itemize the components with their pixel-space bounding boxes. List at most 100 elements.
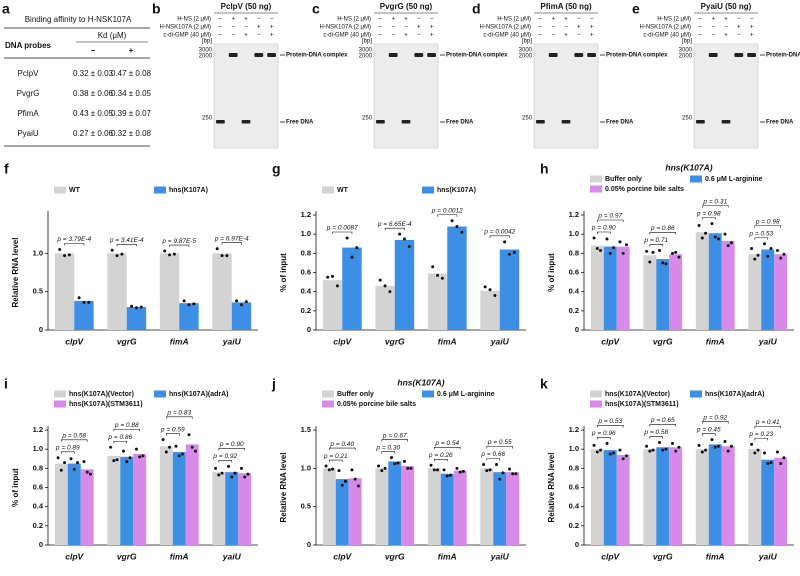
data-point <box>445 474 449 478</box>
gel-sign: + <box>257 25 261 31</box>
gel-band <box>696 120 705 124</box>
p-bracket <box>486 458 501 461</box>
p-bracket <box>64 243 85 246</box>
data-point <box>326 275 330 279</box>
gel-band <box>548 53 558 57</box>
data-point <box>227 464 231 468</box>
data-point <box>182 299 186 303</box>
bar <box>107 455 121 545</box>
legend-label: 0.6 μM L-arginine <box>705 176 763 183</box>
y-tick-label: 0.2 <box>569 306 579 315</box>
p-bracket <box>434 446 461 450</box>
y-tick-label: 0 <box>307 540 311 549</box>
bar <box>375 285 395 330</box>
p-bracket <box>169 244 190 248</box>
y-tick-label: 1.0 <box>301 229 311 238</box>
bar <box>453 470 467 545</box>
data-point <box>168 253 172 257</box>
legend-swatch <box>322 400 334 408</box>
gel-sign: + <box>430 25 434 31</box>
p-value: p = 0.86 <box>650 225 675 232</box>
p-bracket <box>486 446 513 449</box>
x-tick-label: fimA <box>170 336 189 346</box>
data-point <box>442 468 446 472</box>
data-point <box>782 456 786 460</box>
legend-label: hns(K107A)(adrA) <box>169 391 229 398</box>
gel-sign: − <box>699 33 703 39</box>
p-value: p = 0.92 <box>702 414 727 421</box>
x-tick-label: vgrG <box>117 336 137 346</box>
data-point <box>512 250 516 254</box>
gel-title: PclpV (50 ng) <box>221 2 272 11</box>
panel-label: d <box>472 1 481 17</box>
x-tick-label: vgrG <box>385 336 405 346</box>
x-tick-label: clpV <box>601 336 620 346</box>
data-point <box>243 475 247 479</box>
p-value: p = 0.59 <box>160 426 185 433</box>
data-point <box>450 219 454 223</box>
data-point <box>214 466 218 470</box>
p-bracket <box>434 458 448 462</box>
data-point <box>337 469 341 473</box>
data-point <box>192 302 196 306</box>
data-point <box>498 477 502 481</box>
data-point <box>697 224 701 228</box>
bar <box>80 469 94 545</box>
data-point <box>110 248 114 252</box>
data-point <box>670 441 674 445</box>
data-point <box>85 470 89 474</box>
gel-marker: 250 <box>682 116 693 122</box>
panel-label: h <box>540 161 549 177</box>
data-point <box>448 473 452 477</box>
p-value: p = 0.71 <box>643 237 668 244</box>
data-point <box>345 236 349 240</box>
y-axis-label: % of input <box>547 253 556 292</box>
bar <box>322 280 343 330</box>
bar <box>708 233 722 330</box>
gel-band <box>708 53 718 57</box>
data-point <box>380 469 384 473</box>
panel-label: f <box>4 161 9 177</box>
data-point <box>753 257 757 261</box>
x-tick-label: yaiU <box>490 336 510 346</box>
data-point <box>713 235 717 239</box>
bar <box>721 446 735 545</box>
data-point <box>388 290 392 294</box>
y-axis-label: Relative RNA level <box>547 453 556 523</box>
data-point <box>163 249 167 253</box>
data-point <box>402 459 406 463</box>
p-bracket <box>384 227 405 231</box>
data-point <box>190 445 194 449</box>
gel-sign: − <box>564 25 568 31</box>
bar <box>708 444 722 545</box>
chart-title: hns(K107A) <box>397 377 444 387</box>
data-point <box>729 444 733 448</box>
bar <box>159 253 180 330</box>
gel-band <box>401 120 411 124</box>
data-point <box>82 300 86 304</box>
data-point <box>59 468 63 472</box>
data-point <box>651 448 655 452</box>
x-tick-label: vgrG <box>653 551 673 561</box>
gel-sign: − <box>577 33 581 39</box>
legend-swatch <box>590 390 602 398</box>
data-point <box>775 450 779 454</box>
p-bracket <box>218 460 233 463</box>
panel-label: i <box>4 376 8 392</box>
data-point <box>164 450 168 454</box>
bar <box>493 472 507 545</box>
y-tick-label: 1.2 <box>569 210 579 219</box>
bar <box>748 449 762 545</box>
gel-sign: + <box>430 33 434 39</box>
p-bracket <box>113 428 140 432</box>
gel-row-label: H-NSK107A (2 μM) <box>160 25 211 31</box>
y-tick-label: 1.0 <box>301 463 311 472</box>
gel-sign: − <box>699 25 703 31</box>
gel-sign: − <box>391 33 395 39</box>
y-tick-label: 1.0 <box>569 229 579 238</box>
data-point <box>409 466 413 470</box>
gel-sign: + <box>564 17 568 23</box>
p-value: p = 9.87E-5 <box>161 238 196 245</box>
data-point <box>327 468 331 472</box>
data-point <box>377 464 381 468</box>
